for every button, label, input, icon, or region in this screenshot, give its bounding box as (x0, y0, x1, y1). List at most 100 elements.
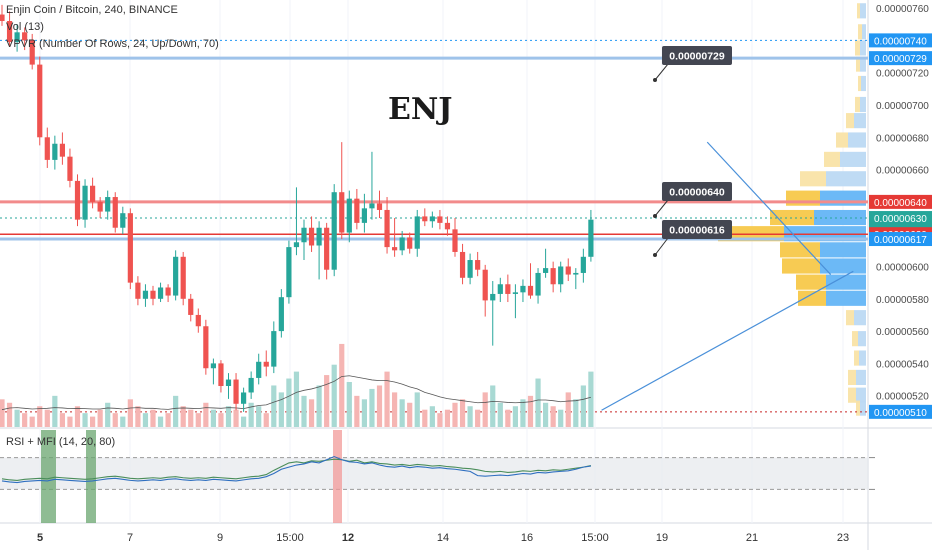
volume-bar (210, 409, 216, 427)
candle-body (112, 197, 118, 228)
volume-bar (573, 399, 579, 427)
volume-bar (218, 413, 224, 427)
volume-bar (37, 406, 43, 427)
volume-bar (422, 409, 428, 427)
volume-bar (384, 371, 390, 427)
candle-body (588, 219, 594, 257)
candle-body (263, 361, 269, 367)
candle-body (82, 185, 88, 220)
volume-bar (346, 382, 352, 427)
vpvr-bar-down (848, 369, 856, 386)
volume-bar (180, 406, 186, 427)
vpvr-bar-up (856, 387, 866, 403)
volume-bar (29, 416, 35, 427)
candle-body (22, 32, 28, 41)
volume-bar (331, 364, 337, 427)
vpvr-legend[interactable]: VPVR (Number Of Rows, 24, Up/Down, 70) (6, 38, 219, 50)
price-tag-text: 0.00000740 (874, 36, 927, 47)
rsi-extreme-zone (41, 430, 56, 523)
candle-body (324, 227, 330, 270)
x-tick-label: 23 (837, 532, 849, 544)
volume-bar (376, 385, 383, 427)
volume-bar (165, 413, 171, 427)
candle-body (44, 137, 50, 160)
candle-body (505, 284, 511, 294)
candle-body (407, 237, 413, 249)
vpvr-bar-down (800, 171, 826, 187)
candle-body (90, 185, 96, 202)
volume-bar (354, 395, 360, 427)
volume-legend[interactable]: Vol (13) (6, 21, 44, 33)
volume-bar (195, 413, 201, 427)
vpvr-bar-down (796, 274, 826, 290)
price-tag-text: 0.00000630 (874, 214, 927, 225)
callout-text: 0.00000640 (669, 187, 725, 199)
volume-bar (527, 395, 534, 427)
volume-bar (316, 385, 322, 427)
candle-body (369, 203, 375, 209)
price-tag (869, 51, 932, 66)
candle-body (512, 292, 518, 294)
callout-box (662, 46, 732, 65)
y-tick-label: 0.00000540 (876, 359, 929, 370)
vpvr-bar-up (861, 75, 866, 92)
candle-body (150, 290, 156, 299)
vpvr-bar-up (854, 310, 866, 326)
volume-bar (188, 409, 194, 427)
volume-bar (293, 371, 300, 427)
candle-body (142, 290, 149, 299)
symbol-title[interactable]: Enjin Coin / Bitcoin, 240, BINANCE (6, 4, 178, 16)
candle-body (74, 180, 81, 220)
vpvr-bar-up (858, 331, 866, 347)
volume-bar (392, 392, 398, 427)
volume-bar (407, 402, 413, 427)
price-tag-text: 0.00000510 (874, 408, 927, 419)
volume-bar (271, 385, 277, 427)
candle-body (248, 377, 254, 393)
candle-body (127, 213, 133, 283)
candle-body (437, 216, 443, 223)
volume-bar (535, 378, 541, 427)
candle-body (331, 192, 337, 270)
volume-bar (308, 399, 315, 427)
candle-body (490, 293, 496, 301)
candle-body (573, 272, 579, 275)
volume-bar (173, 395, 179, 427)
vpvr-bar-up (826, 171, 866, 187)
candle-body (157, 287, 164, 299)
volume-bar (97, 409, 103, 427)
volume-bar (497, 402, 503, 427)
price-tag (869, 404, 932, 419)
y-tick-label: 0.00000580 (876, 295, 929, 306)
volume-bar (150, 409, 156, 427)
candle-body (452, 229, 458, 252)
enj-watermark: ENJ (388, 92, 453, 127)
vpvr-bar-down (852, 331, 858, 347)
candle-body (188, 298, 194, 315)
volume-bar (82, 413, 88, 427)
price-tag-text: 0.00000617 (874, 235, 927, 246)
vpvr-bar-up (862, 24, 866, 40)
vpvr-bar-down (858, 24, 862, 40)
vpvr-bar-down (858, 75, 861, 92)
vpvr-bar-up (860, 40, 866, 56)
volume-bar (74, 406, 81, 427)
volume-bar (248, 402, 254, 427)
rsi-legend[interactable]: RSI + MFI (14, 20, 80) (6, 436, 116, 448)
candle-body (286, 247, 292, 298)
volume-bar (135, 406, 141, 427)
vpvr-bar-down (798, 290, 826, 306)
candle-body (165, 287, 171, 296)
volume-bar (14, 409, 20, 427)
x-tick-label: 5 (37, 532, 43, 544)
y-tick-label: 0.00000600 (876, 262, 929, 273)
mfi-line (1, 455, 591, 484)
candle-body (414, 216, 420, 249)
vpvr-bar-down (848, 387, 856, 403)
y-tick-label: 0.00000700 (876, 101, 929, 112)
candle-body (241, 392, 247, 404)
vpvr-bar-down (856, 400, 860, 416)
candle-body (37, 64, 43, 138)
